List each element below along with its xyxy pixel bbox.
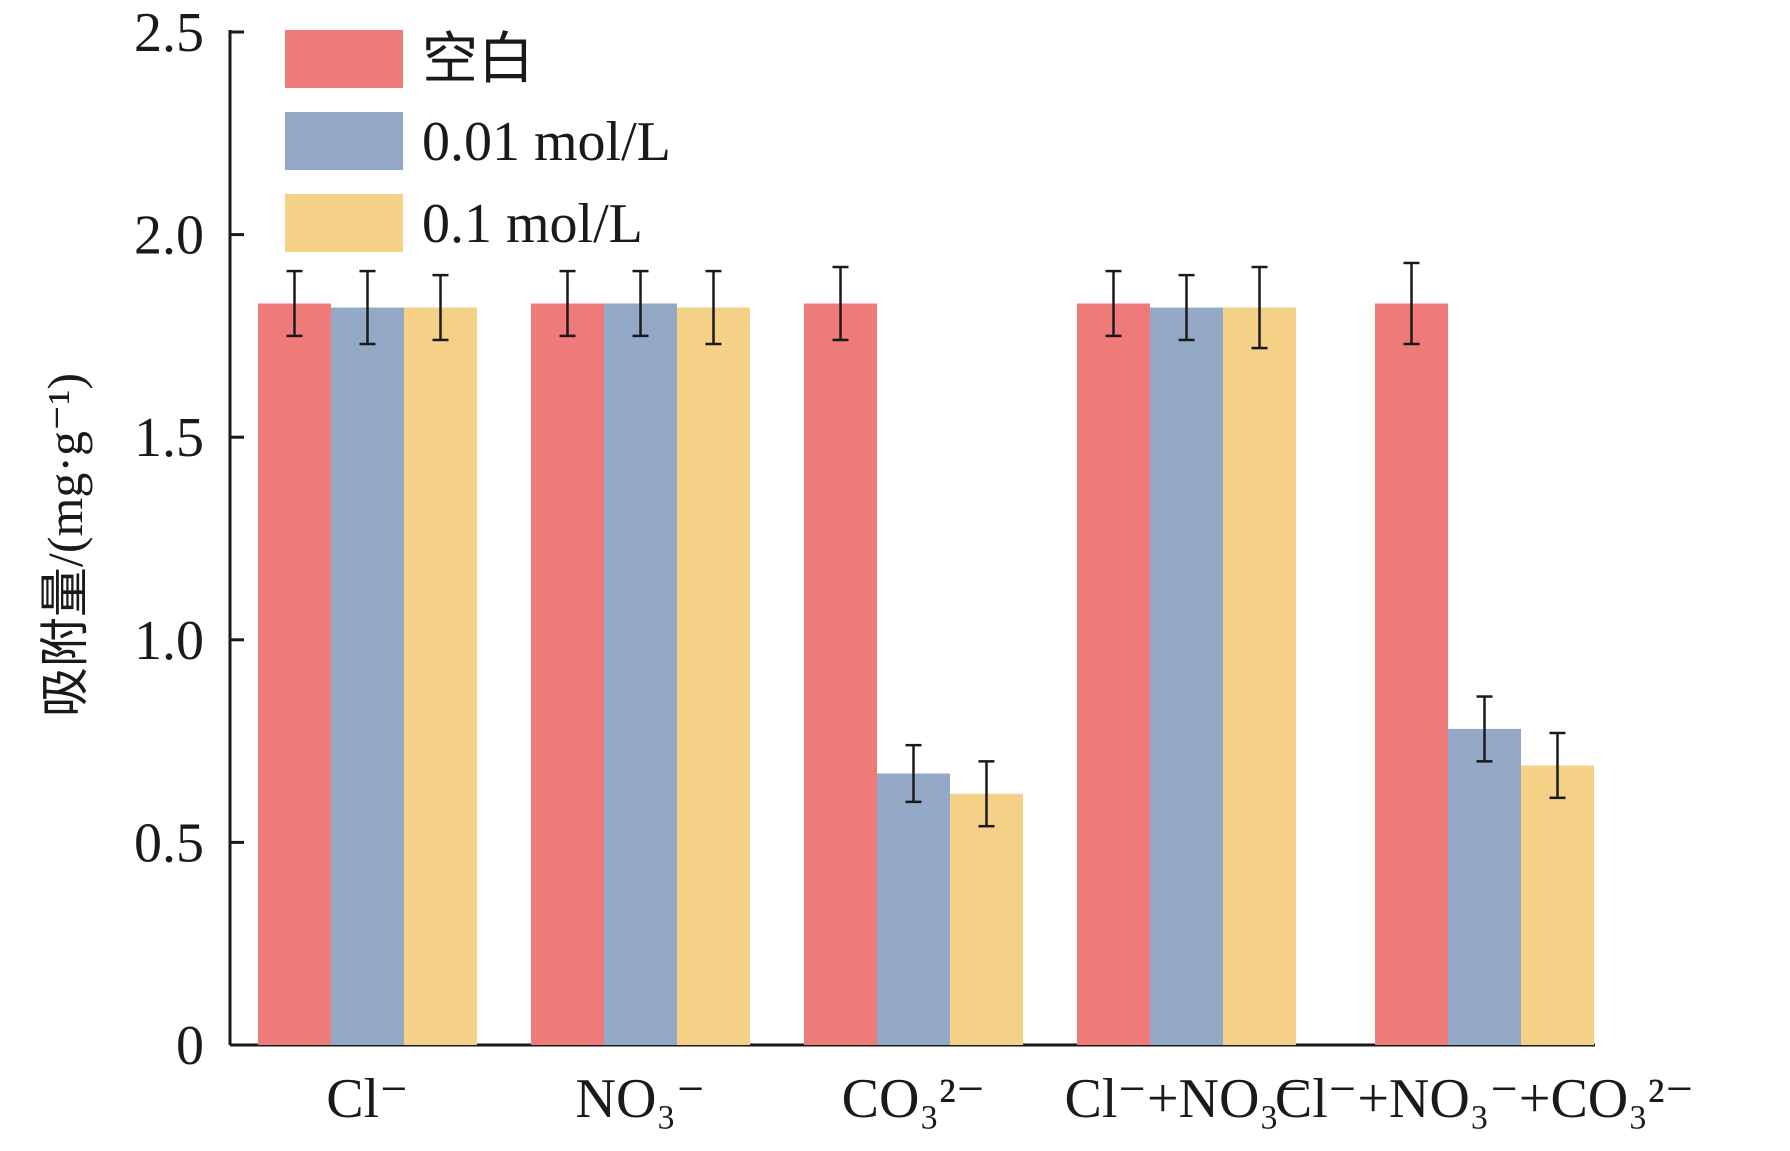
error-bar	[832, 265, 849, 342]
bar	[531, 303, 604, 1045]
bar	[1448, 728, 1521, 1045]
error-bar	[978, 760, 995, 828]
x-category-label: Cl⁻	[326, 1068, 408, 1130]
bar	[1223, 307, 1296, 1045]
bar	[258, 303, 331, 1045]
bar	[1521, 765, 1594, 1045]
y-tick-label: 1.5	[134, 407, 204, 469]
legend-item: 0.01 mol/L	[285, 111, 671, 173]
bar	[877, 773, 950, 1045]
legend-item: 空白	[285, 29, 534, 91]
error-bar	[1549, 731, 1566, 800]
x-category-label: CO₃²⁻	[842, 1068, 986, 1130]
x-category-label: NO₃⁻	[576, 1068, 706, 1130]
error-bar	[432, 273, 449, 342]
legend-swatch	[285, 194, 403, 252]
legend-item: 0.1 mol/L	[285, 193, 643, 255]
x-category-label: Cl⁻+NO₃⁻+CO₃²⁻	[1275, 1068, 1694, 1130]
bar	[677, 307, 750, 1045]
error-bar	[1105, 269, 1122, 338]
error-bar	[286, 269, 303, 338]
error-bar	[559, 269, 576, 338]
error-bar	[359, 269, 376, 346]
legend-swatch	[285, 30, 403, 88]
bar	[1150, 307, 1223, 1045]
y-tick-label: 0	[176, 1015, 204, 1077]
bar	[404, 307, 477, 1045]
bar	[604, 303, 677, 1045]
legend-swatch	[285, 112, 403, 170]
bar	[1375, 303, 1448, 1045]
bars-group	[258, 303, 1594, 1045]
bar	[1077, 303, 1150, 1045]
error-bar	[1476, 695, 1493, 763]
error-bar	[1251, 265, 1268, 350]
error-bar	[905, 743, 922, 804]
axes: 0 0.5 1.0 1.5 2.0 2.5	[134, 2, 1595, 1077]
legend-label: 0.1 mol/L	[422, 193, 643, 255]
error-bar	[1178, 273, 1195, 342]
legend: 空白 0.01 mol/L 0.1 mol/L	[285, 29, 671, 255]
bar	[331, 307, 404, 1045]
error-bar	[632, 269, 649, 338]
y-axis-label: 吸附量/(mg·g⁻¹)	[37, 373, 93, 717]
error-bars-group	[286, 261, 1566, 828]
error-bar	[1403, 261, 1420, 346]
y-tick-label: 2.5	[134, 2, 204, 64]
category-labels: Cl⁻ NO₃⁻ CO₃²⁻ Cl⁻+NO₃⁻Cl⁻+NO₃⁻+CO₃²⁻	[326, 1068, 1694, 1130]
y-tick-label: 2.0	[134, 205, 204, 267]
y-tick-label: 0.5	[134, 812, 204, 874]
error-bar	[705, 269, 722, 346]
x-category-label: Cl⁻+NO₃⁻	[1064, 1068, 1308, 1130]
y-tick-label: 1.0	[134, 610, 204, 672]
legend-label: 空白	[422, 29, 534, 91]
legend-label: 0.01 mol/L	[422, 111, 671, 173]
bar	[804, 303, 877, 1045]
bar	[950, 793, 1023, 1045]
